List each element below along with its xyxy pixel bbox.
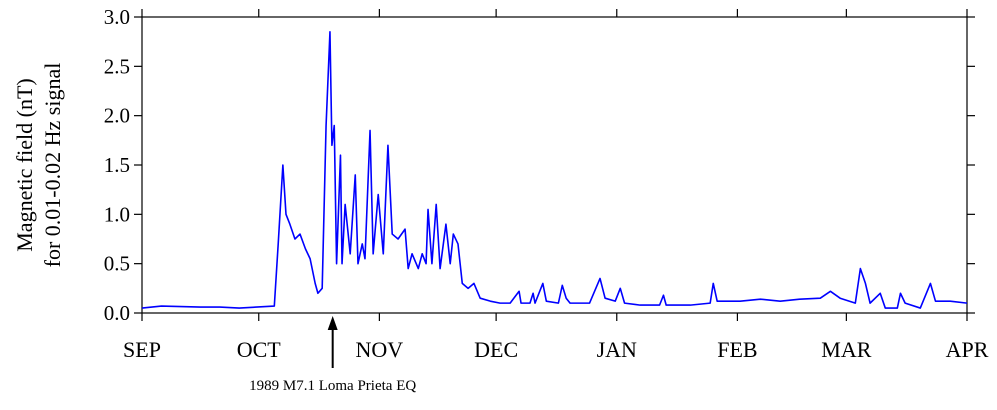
y-tick-label: 1.5 bbox=[104, 153, 130, 177]
x-tick-label: MAR bbox=[821, 337, 871, 362]
y-tick-label: 2.0 bbox=[104, 104, 130, 128]
plot-frame bbox=[141, 16, 968, 314]
y-tick-label: 0.5 bbox=[104, 252, 130, 276]
y-axis-label: Magnetic field (nT) bbox=[12, 78, 37, 252]
x-tick-label: NOV bbox=[356, 337, 404, 362]
x-tick-label: JAN bbox=[597, 337, 637, 362]
y-tick-label: 3.0 bbox=[104, 5, 130, 29]
x-tick-label: APR bbox=[946, 337, 989, 362]
y-tick-label: 1.0 bbox=[104, 202, 130, 226]
annotation-text: 1989 M7.1 Loma Prieta EQ bbox=[249, 378, 416, 394]
y-tick-label: 0.0 bbox=[104, 301, 130, 325]
annotation-arrowhead bbox=[327, 316, 338, 330]
x-tick-label: OCT bbox=[237, 337, 282, 362]
x-tick-label: DEC bbox=[474, 337, 518, 362]
x-tick-label: FEB bbox=[717, 337, 757, 362]
data-line bbox=[141, 31, 968, 309]
x-tick-label: SEP bbox=[123, 337, 161, 362]
y-tick-label: 2.5 bbox=[104, 54, 130, 78]
y-axis-label: for 0.01-0.02 Hz signal bbox=[40, 63, 65, 268]
